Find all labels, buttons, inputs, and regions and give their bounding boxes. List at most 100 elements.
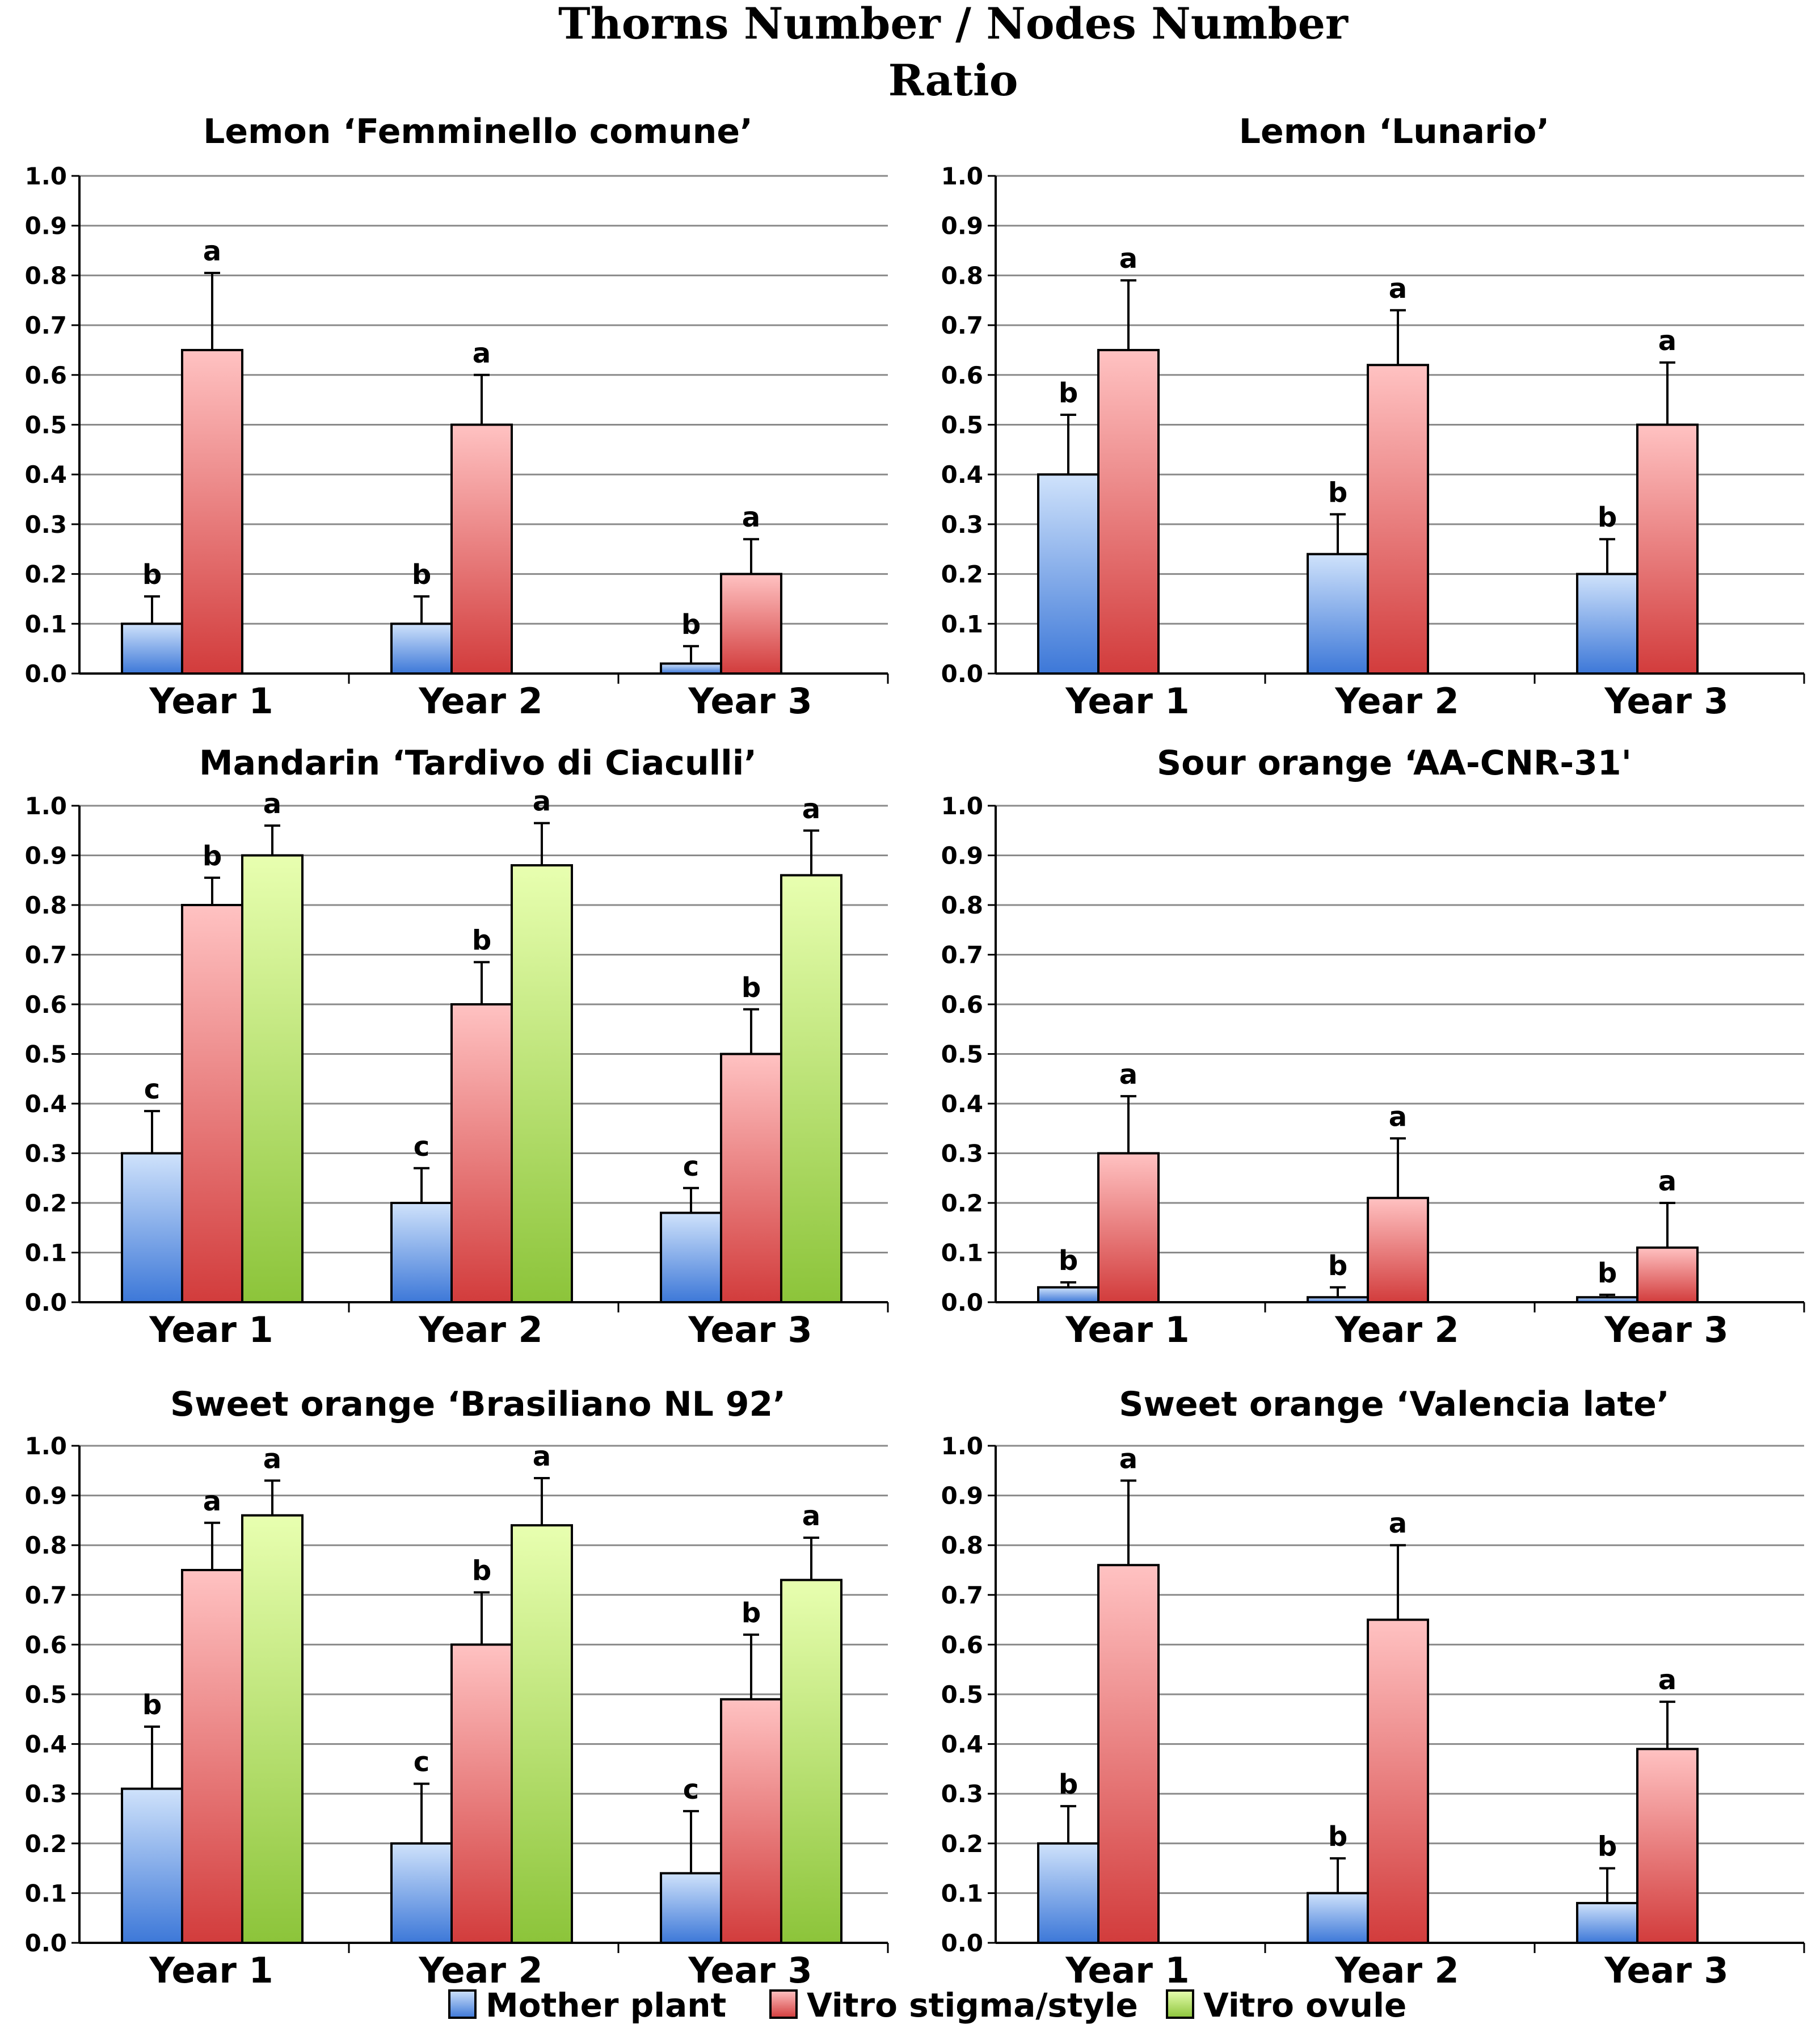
panel-5-y-tick-label: 0.1 [25,1879,67,1907]
panel-3-y-tick-label: 0.5 [25,1041,67,1068]
panel-3-bar-vitro-ovule-year-2 [511,864,573,1303]
panel-4-y-tick-label: 0.5 [941,1041,983,1068]
panel-2-bar-mother-plant-year-1 [1037,473,1099,675]
panel-5-bar-vitro-stigma-style-year-1 [181,1569,243,1944]
panel-3-sig-letter: b [203,840,222,872]
panel-6-y-tick-label: 0.2 [941,1830,983,1858]
panel-3-sig-letter: b [472,925,491,957]
panel-2-y-tick-label: 0.2 [941,561,983,588]
panel-5-y-tick-label: 0.8 [25,1531,67,1559]
panel-4-y-tick-label: 0.7 [941,941,983,969]
panel-6-y-tick-label: 0.1 [941,1879,983,1907]
panel-5-category-label: Year 2 [418,1950,542,1991]
panel-5-sig-letter: b [472,1555,491,1586]
panel-1-category-label: Year 1 [149,680,273,722]
panel-3-y-tick-label: 0.8 [25,891,67,919]
panel-6-y-tick-label: 0.8 [941,1531,983,1559]
panel-2-bar-vitro-stigma-style-year-2 [1367,364,1429,675]
panel-3-y-tick-label: 0.9 [25,842,67,870]
panel-3-category-label: Year 1 [149,1309,273,1350]
panel-4-y-tick-label: 0.1 [941,1239,983,1267]
panel-3-category-label: Year 2 [418,1309,542,1350]
chart-panels: Lemon ‘Femminello comune’ 0.0 0.1 0.2 0.3 0.4… [25,112,1805,1991]
panel-4-sig-letter: b [1598,1257,1617,1289]
panel-4-y-tick-label: 0.4 [941,1090,983,1118]
panel-2-sig-letter: b [1059,377,1078,409]
panel-6-bar-vitro-stigma-style-year-1 [1097,1564,1160,1944]
panel-5-sig-letter: b [742,1597,761,1629]
panel-1-sig-letter: b [681,609,701,641]
panel-6-bar-vitro-stigma-style-year-3 [1636,1748,1699,1945]
panel-1: Lemon ‘Femminello comune’ 0.0 0.1 0.2 0.3 0.4… [25,112,889,722]
panel-5-sig-letter: c [414,1747,429,1778]
panel-5-bar-mother-plant-year-1 [121,1787,183,1944]
panel-3-sig-letter: c [683,1151,699,1182]
panel-6-y-tick-label: 1.0 [941,1432,983,1460]
panel-1-bar-vitro-stigma-style-year-3 [720,573,782,675]
panel-3-category-label: Year 3 [688,1309,812,1350]
panel-1-bar-mother-plant-year-3 [660,662,722,675]
legend-label-mother-plant: Mother plant [486,1986,726,2025]
panel-3: Mandarin ‘Tardivo di Ciaculli’ 0.0 0.1 0.2 0… [25,743,889,1350]
panel-5-category-label: Year 3 [688,1950,812,1991]
panel-3-y-tick-label: 1.0 [25,792,67,820]
panel-2-title: Lemon ‘Lunario’ [1239,112,1549,152]
figure-title-line2: Ratio [888,55,1018,106]
panel-3-sig-letter: a [533,786,551,818]
panel-5-sig-letter: b [142,1689,162,1721]
panel-6-y-tick-label: 0.6 [941,1631,983,1659]
panel-2-bar-mother-plant-year-2 [1307,553,1369,675]
panel-3-y-tick-label: 0.7 [25,941,67,969]
panel-6-y-tick-label: 0.3 [941,1780,983,1808]
panel-5-y-tick-label: 0.9 [25,1482,67,1510]
panel-1-y-tick-label: 0.8 [25,262,67,289]
panel-4-y-tick-label: 1.0 [941,792,983,820]
panel-4-sig-letter: a [1658,1165,1676,1197]
panel-5-bar-vitro-stigma-style-year-2 [450,1643,513,1944]
panel-2-bar-vitro-stigma-style-year-1 [1097,348,1160,675]
panel-2-bar-mother-plant-year-3 [1576,573,1638,675]
panel-4-bar-mother-plant-year-2 [1307,1296,1369,1303]
legend-label-vitro-stigma-style: Vitro stigma/style [807,1986,1138,2025]
panel-3-sig-letter: c [144,1074,160,1105]
panel-5-bar-mother-plant-year-3 [660,1872,722,1945]
panel-2-sig-letter: a [1389,273,1407,305]
panel-4-sig-letter: b [1059,1245,1078,1277]
panel-3-bar-vitro-ovule-year-3 [780,874,842,1303]
panel-4-bar-vitro-stigma-style-year-2 [1367,1197,1429,1303]
panel-5-y-tick-label: 0.5 [25,1681,67,1708]
panel-4-y-tick-label: 0.0 [941,1289,983,1316]
panel-5-y-tick-label: 0.0 [25,1929,67,1957]
panel-5-y-tick-label: 0.4 [25,1731,67,1758]
panel-1-y-tick-label: 0.0 [25,660,67,688]
panel-1-bar-vitro-stigma-style-year-1 [181,348,243,675]
panel-4-bar-mother-plant-year-1 [1037,1286,1099,1303]
panel-2-y-tick-label: 1.0 [941,162,983,190]
panel-6-bar-mother-plant-year-3 [1576,1901,1638,1944]
panel-1-y-tick-label: 0.5 [25,411,67,439]
panel-1-sig-letter: b [142,559,162,591]
panel-6-sig-letter: a [1658,1664,1676,1696]
legend-swatch-vitro-stigma-style [769,1989,798,2019]
panel-4-y-tick-label: 0.2 [941,1189,983,1217]
panel-6-bar-vitro-stigma-style-year-2 [1367,1618,1429,1945]
panel-6-bar-mother-plant-year-2 [1307,1892,1369,1944]
panel-3-y-tick-label: 0.3 [25,1140,67,1168]
panel-3-y-tick-label: 0.6 [25,991,67,1019]
panel-3-bar-vitro-stigma-style-year-3 [720,1053,782,1303]
panel-1-y-tick-label: 0.3 [25,511,67,538]
panel-1-sig-letter: a [203,235,221,267]
panel-1-y-tick-label: 0.7 [25,312,67,339]
panel-2-category-label: Year 1 [1065,680,1189,722]
panel-5-y-tick-label: 0.3 [25,1780,67,1808]
panel-1-y-tick-label: 1.0 [25,162,67,190]
panel-2-y-tick-label: 0.7 [941,312,983,339]
panel-4-sig-letter: b [1328,1250,1347,1282]
panel-6-y-tick-label: 0.7 [941,1581,983,1609]
panel-1-title: Lemon ‘Femminello comune’ [203,112,753,152]
panel-2-sig-letter: a [1658,325,1676,357]
panel-4-y-tick-label: 0.3 [941,1140,983,1168]
panel-5-bar-vitro-ovule-year-2 [511,1524,573,1944]
panel-2-y-tick-label: 0.9 [941,212,983,240]
